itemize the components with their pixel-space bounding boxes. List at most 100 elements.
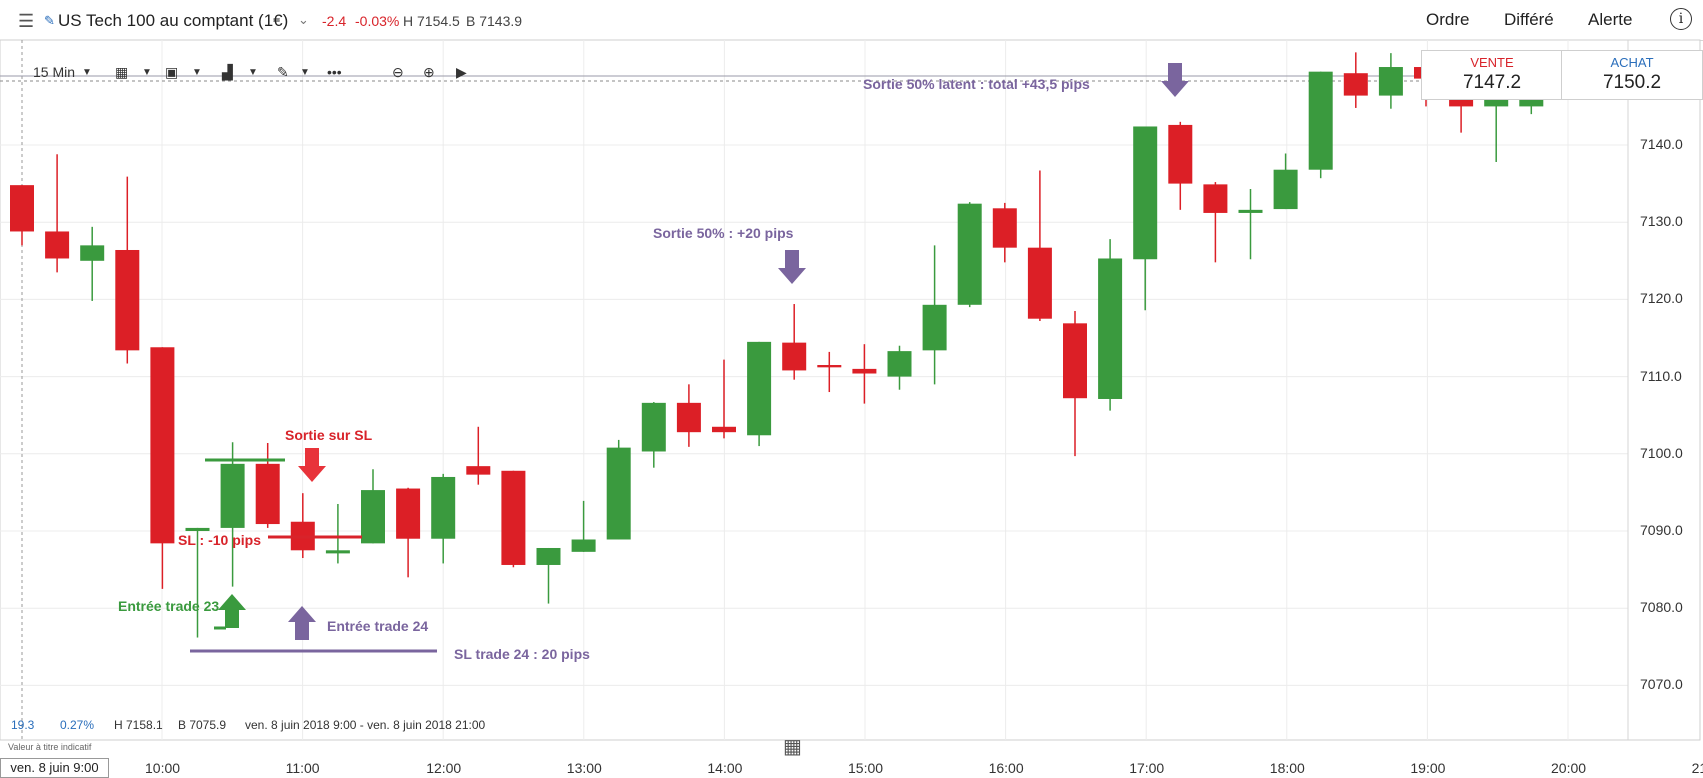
candle[interactable] — [1063, 310, 1087, 457]
plot-area — [0, 39, 1701, 741]
candle-body — [1133, 126, 1158, 260]
more-options-icon[interactable]: ••• — [327, 64, 342, 80]
candle[interactable] — [1378, 53, 1403, 109]
candle[interactable] — [1027, 170, 1052, 322]
x-tick-label: 20:00 — [1551, 760, 1587, 776]
candle-body — [747, 341, 772, 436]
candle-body — [1027, 247, 1052, 319]
zoom-out-icon[interactable]: ⊖ — [392, 64, 404, 80]
y-tick-label: 7070.0 — [1640, 676, 1683, 693]
candle[interactable] — [80, 226, 105, 301]
draw-pen-icon[interactable]: ✎ — [277, 64, 289, 80]
annotation-entree-23: Entrée trade 23 — [118, 598, 220, 614]
y-tick-label: 7140.0 — [1640, 136, 1683, 152]
draw-chevron-icon[interactable]: ▼ — [300, 67, 310, 78]
x-tick-label: 15:00 — [848, 760, 884, 776]
candle[interactable] — [1133, 126, 1158, 311]
candle[interactable] — [747, 341, 772, 447]
y-tick-label: 7110.0 — [1640, 367, 1682, 384]
x-tick-label: 11:00 — [285, 760, 320, 776]
candle[interactable] — [1203, 182, 1228, 263]
sortie-50-arrow-icon — [778, 250, 806, 284]
y-tick-label: 7120.0 — [1640, 290, 1683, 307]
candle[interactable] — [220, 442, 245, 587]
candle[interactable] — [466, 426, 491, 485]
annotation-entree-24: Entrée trade 24 — [327, 618, 429, 634]
order-button[interactable]: Ordre — [1426, 10, 1470, 29]
candle[interactable] — [431, 473, 456, 564]
candle[interactable] — [501, 470, 526, 568]
candle[interactable] — [992, 202, 1017, 263]
chart-toolbar: 15 Min ▼ ▦ ▼ ▣ ▼ ▟ ▼ ✎ ▼ ••• ⊖ ⊕ ▶ — [0, 58, 500, 88]
entree-23-arrow-icon — [218, 594, 246, 628]
candle[interactable] — [922, 245, 947, 385]
candle[interactable] — [1168, 121, 1193, 210]
candle[interactable] — [325, 503, 350, 564]
candle[interactable] — [361, 469, 385, 544]
high-value: H 7154.5 — [403, 13, 460, 29]
candle[interactable] — [712, 359, 736, 439]
candle[interactable] — [396, 487, 421, 578]
candle-body — [45, 231, 70, 259]
candle-body — [1168, 124, 1193, 184]
indicators-icon[interactable]: ▟ — [222, 64, 233, 80]
candle[interactable] — [782, 304, 807, 380]
candle-body — [255, 463, 280, 525]
candle[interactable] — [1238, 189, 1263, 260]
deferred-order-button[interactable]: Différé — [1504, 10, 1554, 29]
chevron-down-icon[interactable]: ⌄ — [298, 12, 309, 27]
candle[interactable] — [887, 345, 912, 390]
x-tick-label: 12:00 — [426, 760, 462, 776]
candle[interactable] — [10, 185, 34, 246]
info-icon[interactable]: i — [1670, 8, 1692, 30]
candle[interactable] — [1343, 52, 1368, 108]
candle[interactable] — [1308, 71, 1333, 179]
candle[interactable] — [606, 439, 631, 540]
candle[interactable] — [817, 351, 842, 393]
candle[interactable] — [1098, 239, 1123, 411]
candle[interactable] — [957, 202, 982, 308]
candle[interactable] — [571, 500, 596, 552]
buy-quote-button[interactable]: ACHAT 7150.2 — [1561, 50, 1703, 100]
calendar-icon[interactable]: ▦ — [783, 736, 802, 758]
sell-value: 7147.2 — [1462, 72, 1522, 93]
x-tick-label: 21 — [1691, 760, 1703, 776]
chart-type-chevron-icon[interactable]: ▼ — [192, 67, 202, 78]
candle-body — [782, 342, 807, 371]
sortie-latent-arrow-icon — [1161, 63, 1189, 97]
candle[interactable] — [641, 402, 666, 468]
layout-icon[interactable]: ▦ — [115, 64, 129, 80]
candle-body — [922, 304, 947, 351]
candle-body — [536, 547, 561, 565]
candle[interactable] — [852, 344, 877, 404]
edit-icon[interactable]: ✎ — [44, 13, 55, 28]
indicative-note: Valeur à titre indicatif — [8, 742, 92, 752]
candle[interactable] — [255, 442, 280, 528]
candle[interactable] — [150, 347, 175, 589]
menu-icon[interactable]: ☰ — [18, 11, 35, 31]
y-tick-label: 7090.0 — [1640, 522, 1683, 538]
candle[interactable] — [115, 176, 140, 364]
chart-type-icon[interactable]: ▣ — [165, 64, 179, 80]
candle[interactable] — [676, 384, 701, 447]
x-tick-label: 10:00 — [145, 760, 181, 776]
candle[interactable] — [536, 547, 561, 604]
zoom-in-icon[interactable]: ⊕ — [423, 64, 435, 80]
scroll-end-icon[interactable]: ▶ — [456, 64, 467, 80]
interval-select[interactable]: 15 Min — [33, 64, 76, 80]
annotation-sortie-50: Sortie 50% : +20 pips — [653, 225, 794, 241]
stat-percent: 0.27% — [60, 718, 95, 732]
layout-chevron-icon[interactable]: ▼ — [142, 67, 152, 78]
candle-body — [606, 447, 631, 540]
indicators-chevron-icon[interactable]: ▼ — [248, 67, 258, 78]
candle[interactable] — [1273, 153, 1298, 210]
candle[interactable] — [45, 154, 70, 273]
instrument-title[interactable]: US Tech 100 au comptant (1€) — [58, 11, 289, 30]
instrument-header: ☰ ✎ US Tech 100 au comptant (1€) ⌄ -2.4 … — [0, 0, 1703, 41]
candle[interactable] — [185, 527, 210, 638]
candle-body — [1063, 323, 1087, 399]
alert-button[interactable]: Alerte — [1588, 10, 1633, 29]
interval-chevron-icon[interactable]: ▼ — [82, 67, 92, 78]
sell-quote-button[interactable]: VENTE 7147.2 — [1421, 50, 1563, 100]
